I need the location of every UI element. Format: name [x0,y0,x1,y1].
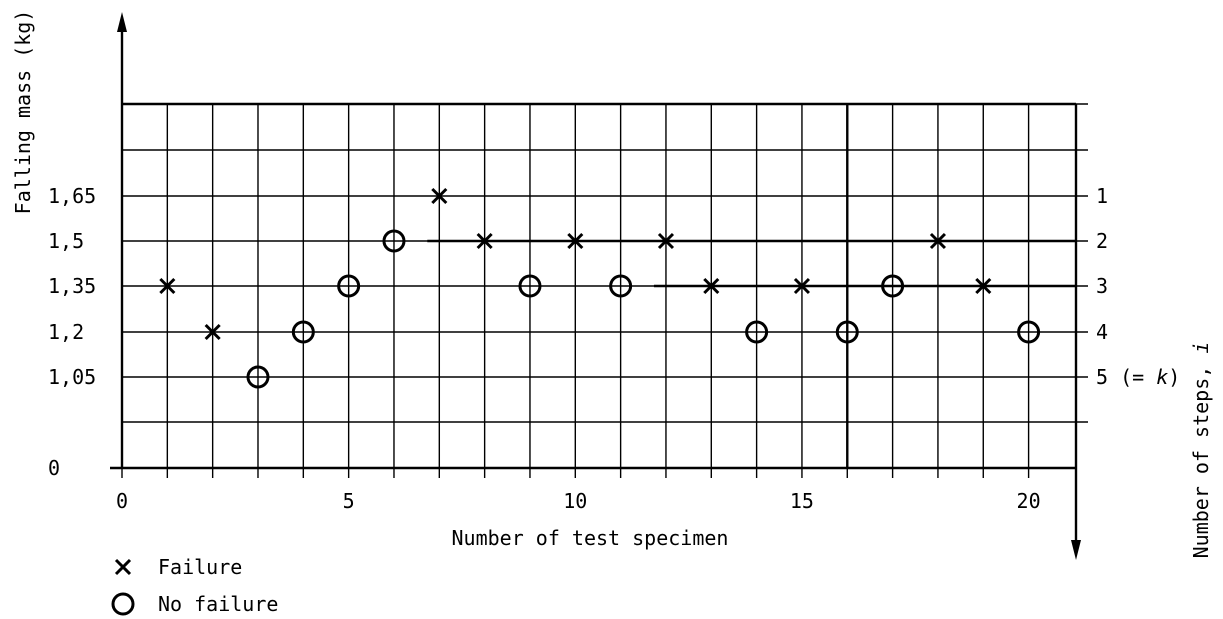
x-tick-label: 15 [790,489,814,513]
no-failure-point [518,274,542,298]
x-stroke [204,323,221,341]
y-tick-label: 1,35 [48,274,96,298]
legend: Failure No failure [111,555,278,616]
failure-point [476,232,493,250]
x-stroke [657,232,675,250]
step-label-suffix: ) [1168,365,1180,389]
failure-point [431,187,448,205]
x-stroke [975,277,992,295]
failure-point [793,277,811,295]
failure-point [929,232,947,250]
x-stroke [929,232,947,250]
legend-no-failure-marker [111,592,135,616]
legend-failure-marker [114,558,132,576]
failure-point [975,277,992,295]
x-stroke [476,232,493,250]
x-stroke [567,232,584,250]
failure-point [567,232,584,250]
no-failure-point [337,274,361,298]
x-stroke [793,277,811,295]
no-failure-point [745,320,769,344]
step-label-text: 3 [1096,274,1108,298]
legend-label: No failure [158,592,278,616]
step-label-var: k [1156,365,1168,389]
y2-axis-label-var: i [1189,342,1213,354]
x-tick-label: 20 [1017,489,1041,513]
failure-point [204,323,221,341]
no-failure-point [835,320,859,344]
x-stroke [114,558,132,576]
x-tick-label: 0 [116,489,128,513]
step-label: 2 [1096,229,1108,253]
no-failure-point [246,365,270,389]
data-points [159,187,1041,389]
step-label: 3 [1096,274,1108,298]
y-tick-label: 1,5 [48,229,84,253]
y-tick-label: 1,2 [48,320,84,344]
y-tick-label: 1,05 [48,365,96,389]
step-label: 5 (= k) [1096,365,1180,389]
x-tick-label: 5 [343,489,355,513]
x-stroke [431,187,448,205]
no-failure-point [881,274,905,298]
axes [110,12,1081,560]
x-tick-label: 10 [563,489,587,513]
y2-axis-label-text: Number of steps, [1189,366,1213,559]
step-label-text: 2 [1096,229,1108,253]
no-failure-point [1017,320,1041,344]
y2-axis-label: Number of steps, i [1189,342,1213,559]
step-label-text: 1 [1096,184,1108,208]
step-label: 4 [1096,320,1108,344]
y-tick-label: 0 [48,456,60,480]
failure-point [159,277,176,295]
y-axis-arrow [117,12,127,32]
step-label-text: 5 (= [1096,365,1156,389]
y-axis-label: Falling mass (kg) [11,10,35,215]
x-axis-label: Number of test specimen [452,526,729,550]
no-failure-point [609,274,633,298]
step-label-text: 4 [1096,320,1108,344]
x-stroke [159,277,176,295]
failure-point [657,232,675,250]
no-failure-point [291,320,315,344]
y-tick-label: 1,65 [48,184,96,208]
y2-axis-arrow [1071,540,1081,560]
failure-point [703,277,720,295]
x-stroke [703,277,720,295]
tick-labels: 0 5 10 15 20 0 1,05 1,2 1,35 1,5 1,65 1 2 3 4 5 (= k) [48,184,1180,513]
step-label: 1 [1096,184,1108,208]
legend-label: Failure [158,555,242,579]
no-failure-point [382,229,406,253]
